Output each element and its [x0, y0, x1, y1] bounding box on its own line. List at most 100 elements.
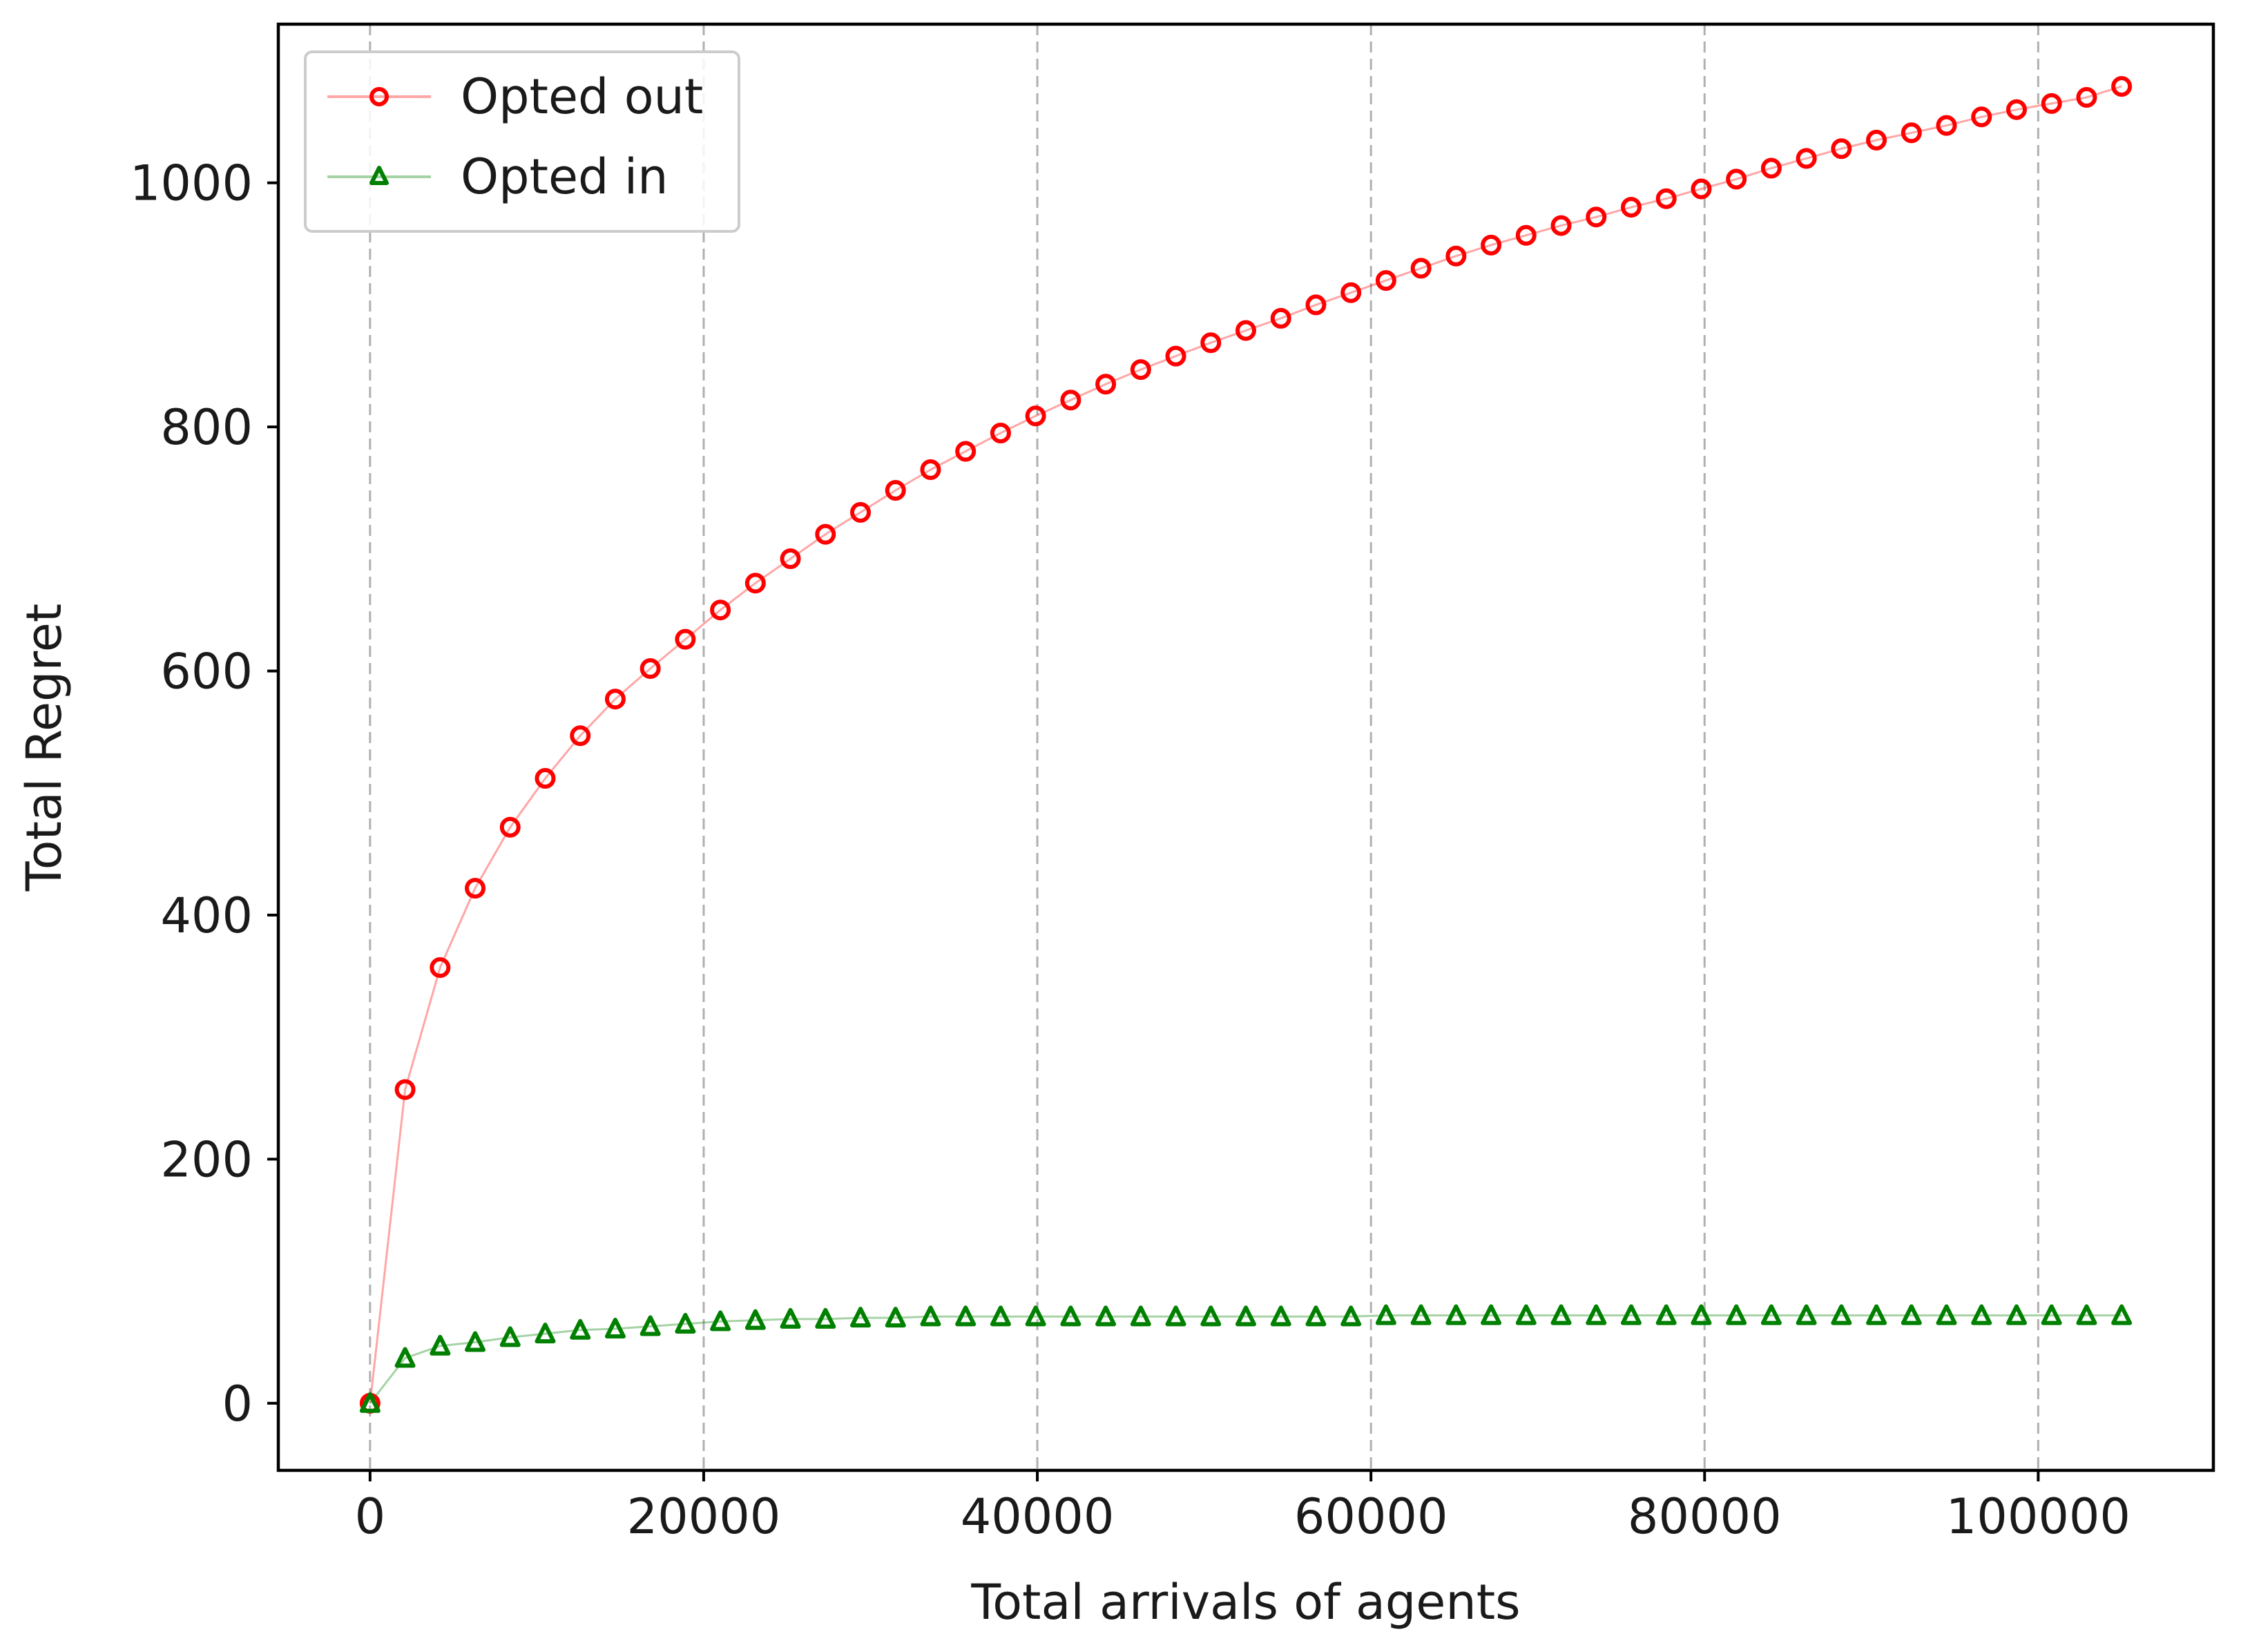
data-point-circle	[920, 459, 941, 480]
legend-marker-triangle	[369, 166, 389, 185]
data-point-circle	[1655, 188, 1677, 209]
data-point-triangle	[1305, 1305, 1327, 1327]
data-point-circle	[1200, 332, 1222, 354]
x-tick-label: 60000	[1294, 1488, 1448, 1545]
data-point-triangle	[1936, 1304, 1957, 1325]
legend-box	[304, 50, 740, 233]
gridlines	[369, 24, 2039, 1470]
data-point-triangle	[1831, 1304, 1852, 1325]
data-point-triangle	[1481, 1304, 1502, 1325]
data-point-circle	[639, 658, 661, 680]
data-point-triangle	[1726, 1304, 1747, 1325]
data-point-triangle	[920, 1305, 941, 1327]
data-point-triangle	[1550, 1304, 1572, 1325]
series-line	[369, 85, 2122, 1403]
data-point-triangle	[1971, 1304, 1992, 1325]
data-point-circle	[499, 816, 521, 838]
data-point-triangle	[2111, 1304, 2133, 1325]
data-point-circle	[780, 548, 801, 569]
plot-frame	[276, 22, 2215, 1472]
data-point-triangle	[570, 1318, 591, 1340]
legend: Opted out Opted in	[304, 50, 740, 233]
data-point-circle	[1866, 129, 1887, 151]
data-point-circle	[570, 725, 591, 747]
legend-label-opted-out: Opted out	[461, 68, 703, 125]
data-point-circle	[1130, 359, 1151, 381]
data-point-circle	[744, 573, 766, 594]
y-tick-label: 0	[222, 1376, 253, 1432]
data-point-circle	[430, 957, 451, 978]
x-tick-label: 100000	[1946, 1488, 2131, 1545]
data-point-circle	[1620, 197, 1642, 218]
data-point-triangle	[499, 1326, 521, 1347]
data-point-triangle	[1025, 1305, 1046, 1327]
y-tick-label: 400	[160, 887, 253, 944]
data-point-circle	[1586, 206, 1607, 228]
data-point-circle	[1375, 270, 1396, 291]
data-point-triangle	[1165, 1305, 1186, 1327]
data-point-triangle	[430, 1334, 451, 1356]
data-point-circle	[1481, 234, 1502, 256]
data-point-circle	[1936, 115, 1957, 136]
data-point-triangle	[1375, 1304, 1396, 1325]
data-point-circle	[1831, 138, 1852, 160]
data-point-circle	[1340, 282, 1362, 303]
data-point-triangle	[1445, 1304, 1467, 1325]
data-point-circle	[1410, 258, 1432, 279]
data-point-triangle	[639, 1315, 661, 1336]
data-point-circle	[1095, 374, 1117, 395]
data-point-circle	[675, 628, 696, 650]
data-point-circle	[1971, 106, 1992, 128]
data-point-circle	[2111, 76, 2133, 97]
data-point-triangle	[1901, 1304, 1922, 1325]
data-point-triangle	[1620, 1304, 1642, 1325]
plot-series	[359, 76, 2133, 1414]
data-point-circle	[885, 480, 906, 501]
data-point-circle	[2041, 93, 2062, 114]
data-point-triangle	[955, 1305, 977, 1327]
x-axis-label: Total arrivals of agents	[970, 1574, 1520, 1631]
data-point-triangle	[1691, 1304, 1712, 1325]
data-point-circle	[535, 768, 556, 789]
x-tick-label: 0	[355, 1488, 386, 1545]
axis-ticks: 0 20000 40000 60000 80000 100000 0 200 400 600 800…	[130, 155, 2131, 1545]
data-point-triangle	[990, 1305, 1011, 1327]
data-point-triangle	[1655, 1304, 1677, 1325]
data-point-triangle	[359, 1392, 381, 1413]
data-point-circle	[1550, 215, 1572, 236]
x-tick-label: 40000	[961, 1488, 1115, 1545]
data-point-triangle	[744, 1309, 766, 1330]
data-point-triangle	[1410, 1304, 1432, 1325]
data-point-triangle	[1586, 1304, 1607, 1325]
data-point-triangle	[394, 1347, 416, 1368]
data-point-triangle	[850, 1307, 872, 1328]
data-point-circle	[710, 599, 731, 621]
data-point-circle	[1445, 245, 1467, 267]
data-point-circle	[1235, 320, 1256, 341]
data-point-triangle	[604, 1318, 626, 1339]
data-point-circle	[1691, 178, 1712, 200]
data-point-triangle	[1200, 1305, 1222, 1327]
data-point-circle	[955, 441, 977, 462]
data-point-circle	[1305, 294, 1327, 316]
y-axis-label: Total Regret	[16, 604, 73, 892]
data-point-circle	[1060, 390, 1081, 411]
series-opted-in	[359, 1304, 2133, 1413]
data-point-triangle	[1060, 1305, 1081, 1327]
series-line	[369, 1314, 2122, 1404]
data-point-triangle	[1095, 1305, 1117, 1327]
data-point-circle	[394, 1079, 416, 1100]
data-point-circle	[1515, 224, 1537, 246]
data-point-circle	[1025, 405, 1046, 427]
data-point-triangle	[465, 1331, 486, 1352]
data-point-circle	[990, 422, 1011, 443]
legend-entry-opted-in: Opted in	[327, 148, 669, 205]
data-point-triangle	[1235, 1305, 1256, 1327]
legend-marker-circle	[369, 87, 389, 106]
data-point-circle	[465, 878, 486, 899]
data-point-circle	[1796, 148, 1817, 169]
data-point-triangle	[815, 1307, 836, 1329]
legend-entry-opted-out: Opted out	[327, 68, 703, 125]
data-point-circle	[1270, 307, 1291, 329]
